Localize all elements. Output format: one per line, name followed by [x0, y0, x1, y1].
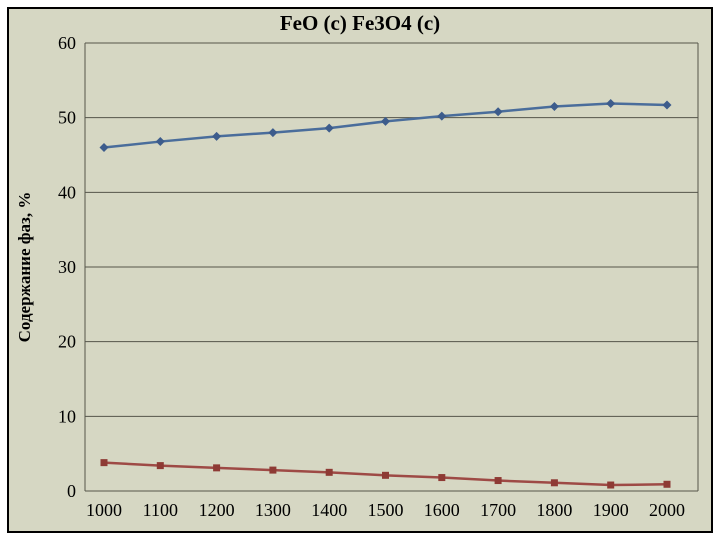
- y-tick-label: 30: [58, 257, 76, 277]
- x-tick-label: 1700: [480, 500, 516, 520]
- x-tick-label: 1500: [368, 500, 404, 520]
- diamond-marker: [99, 143, 109, 153]
- y-tick-label: 60: [58, 33, 76, 53]
- y-tick-label: 20: [58, 332, 76, 352]
- x-tick-label: 1300: [255, 500, 291, 520]
- x-tick-label: 1000: [86, 500, 122, 520]
- series-layer: [99, 98, 672, 489]
- x-tick-label: 2000: [649, 500, 685, 520]
- x-tick-label: 1200: [199, 500, 235, 520]
- diamond-marker: [437, 111, 447, 121]
- square-marker: [156, 462, 164, 470]
- x-tick-label: 1400: [311, 500, 347, 520]
- diamond-marker: [212, 131, 222, 141]
- chart-frame: [7, 7, 713, 533]
- square-marker: [663, 480, 671, 488]
- diamond-marker: [324, 123, 334, 133]
- chart-title: FeO (c) Fe3O4 (c): [280, 11, 440, 35]
- x-tick-label: 1800: [536, 500, 572, 520]
- square-marker: [607, 481, 615, 489]
- square-marker: [325, 468, 333, 476]
- y-axis-label: Содержание фаз, %: [15, 192, 34, 343]
- x-tick-label: 1100: [143, 500, 178, 520]
- square-marker: [438, 474, 446, 482]
- square-marker: [550, 479, 558, 487]
- diamond-marker: [268, 128, 278, 138]
- y-tick-label: 0: [67, 481, 76, 501]
- diamond-marker: [606, 98, 616, 108]
- square-marker: [382, 471, 389, 479]
- y-tick-label: 50: [58, 108, 76, 128]
- diamond-marker: [493, 107, 503, 117]
- x-tick-label: 1900: [593, 500, 629, 520]
- square-marker: [269, 466, 277, 474]
- diamond-marker: [381, 116, 390, 126]
- diamond-marker: [662, 100, 672, 110]
- diamond-marker: [155, 137, 165, 147]
- y-tick-label: 10: [58, 406, 76, 426]
- square-marker: [494, 477, 502, 485]
- diamond-marker: [549, 101, 559, 111]
- square-marker: [213, 464, 221, 472]
- x-tick-label: 1600: [424, 500, 460, 520]
- y-tick-label: 40: [58, 182, 76, 202]
- tick-layer: 0 10 20 30 40 50 60 1000 1100 1200 1300 1400 1500 160…: [58, 33, 685, 520]
- square-marker: [100, 459, 108, 467]
- grid-layer: [84, 42, 699, 492]
